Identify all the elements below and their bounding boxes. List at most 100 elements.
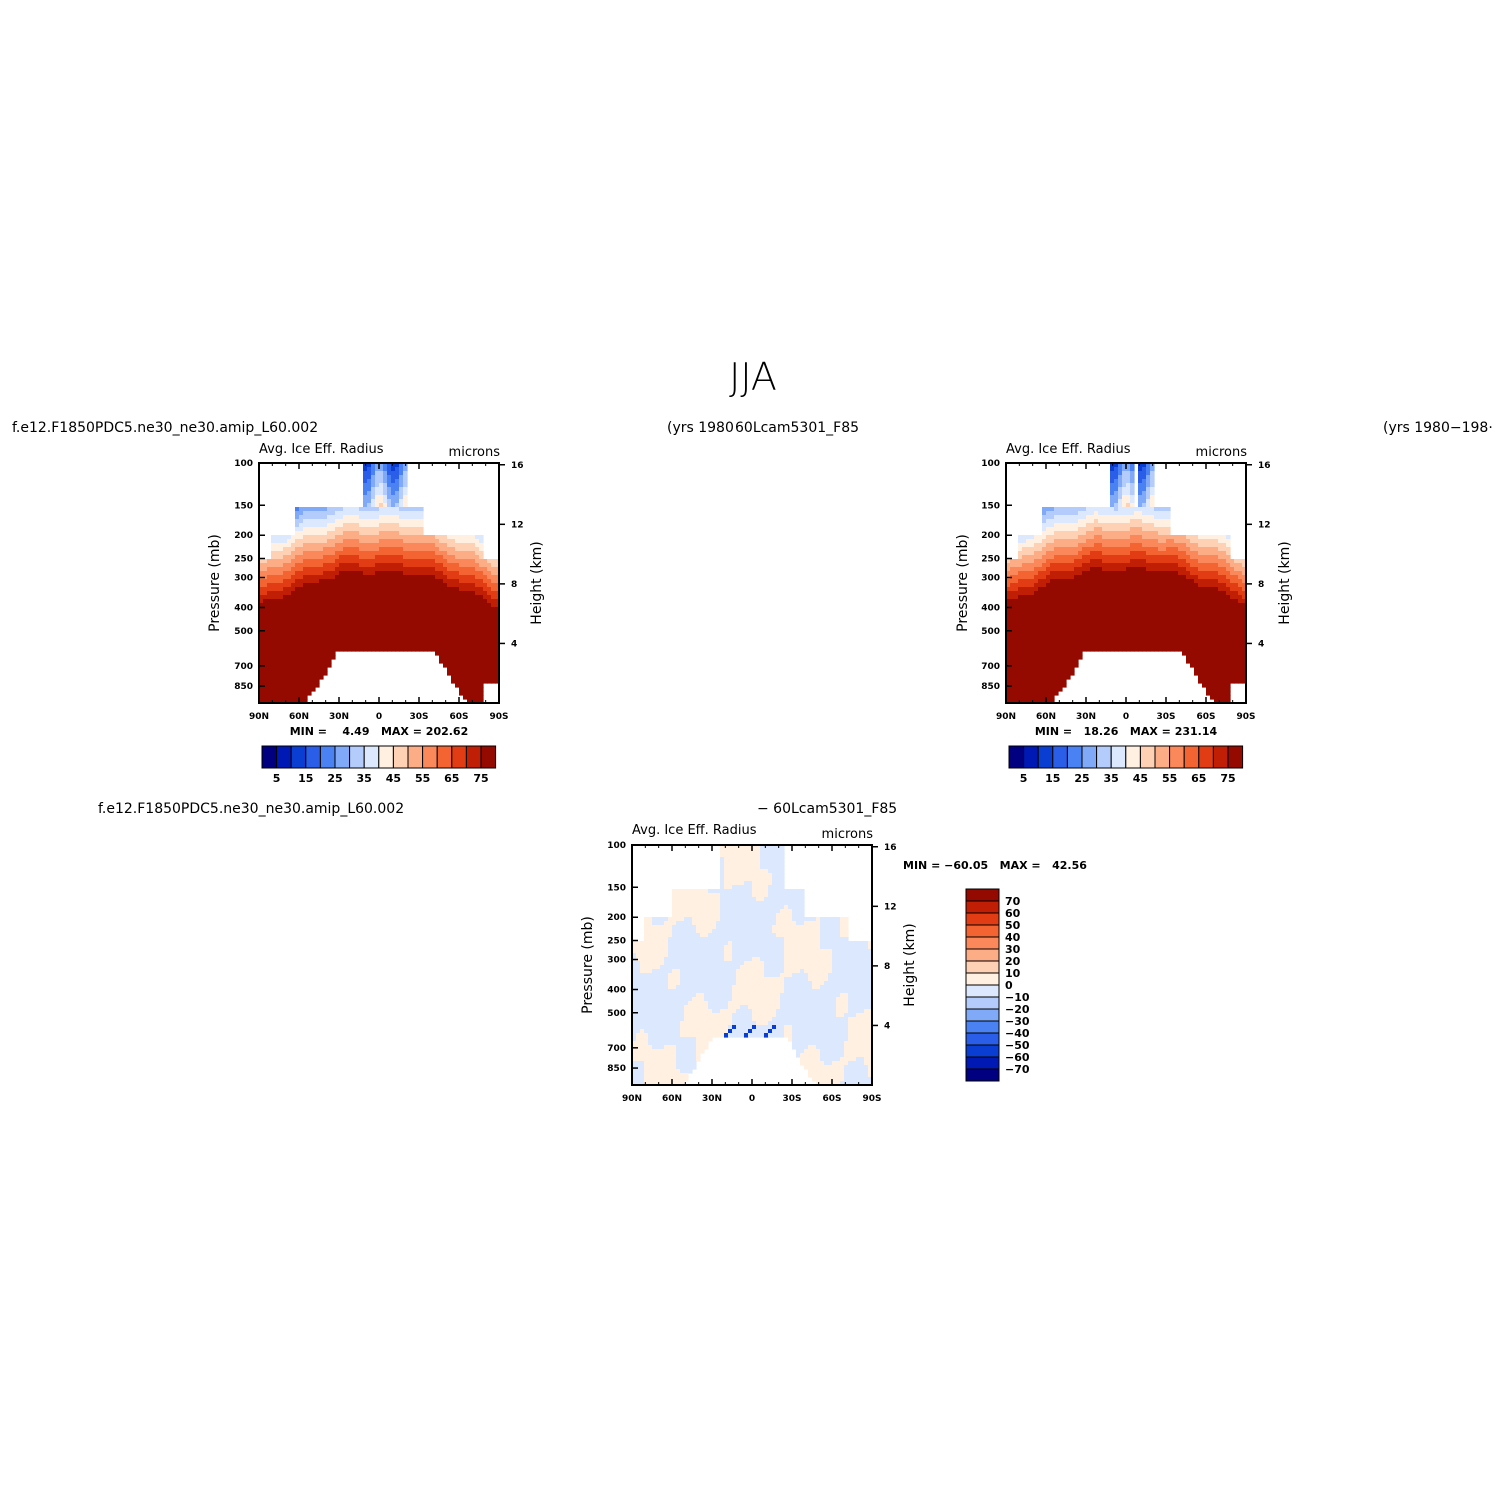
field-cell (387, 527, 392, 532)
field-cell (1162, 635, 1167, 640)
field-cell (267, 599, 272, 604)
field-cell (363, 559, 368, 564)
field-cell (1026, 643, 1031, 648)
field-cell (1106, 591, 1111, 596)
field-cell (1098, 567, 1103, 572)
field-cell (1122, 587, 1127, 592)
field-cell (259, 643, 264, 648)
field-cell (1070, 527, 1075, 532)
field-cell (379, 551, 384, 556)
field-cell (1114, 491, 1119, 496)
field-cell (1038, 587, 1043, 592)
field-cell (1098, 583, 1103, 588)
field-cell (491, 575, 496, 580)
field-cell (1162, 547, 1167, 552)
field-cell (315, 603, 320, 608)
field-cell (1150, 567, 1155, 572)
field-cell (275, 539, 280, 544)
field-cell (363, 479, 368, 484)
field-cell (415, 539, 420, 544)
field-cell (1106, 563, 1111, 568)
field-cell (471, 535, 476, 540)
field-cell (323, 551, 328, 556)
field-cell (1030, 615, 1035, 620)
field-cell (343, 635, 348, 640)
field-cell (407, 527, 412, 532)
field-cell (1210, 603, 1215, 608)
field-cell (1166, 531, 1171, 536)
field-cell (1130, 495, 1135, 500)
field-cell (1078, 599, 1083, 604)
field-cell (479, 575, 484, 580)
field-cell (335, 623, 340, 628)
field-cell (1194, 583, 1199, 588)
field-cell (495, 623, 500, 628)
field-cell (1214, 639, 1219, 644)
field-cell (1094, 595, 1099, 600)
field-cell (311, 635, 316, 640)
field-cell (303, 603, 308, 608)
field-cell (1158, 523, 1163, 528)
field-cell (371, 603, 376, 608)
field-cell (359, 603, 364, 608)
field-cell (387, 467, 392, 472)
field-cell (1066, 567, 1071, 572)
field-cell (1202, 643, 1207, 648)
field-cell (415, 627, 420, 632)
field-cell (419, 527, 424, 532)
field-cell (291, 687, 296, 692)
field-cell (1146, 631, 1151, 636)
field-cell (447, 579, 452, 584)
field-cell (1122, 639, 1127, 644)
field-cell (1014, 675, 1019, 680)
field-cell (1030, 551, 1035, 556)
field-cell (447, 583, 452, 588)
field-cell (1110, 563, 1115, 568)
field-cell (1066, 535, 1071, 540)
field-cell (1102, 619, 1107, 624)
field-cell (271, 695, 276, 700)
field-cell (359, 507, 364, 512)
field-cell (463, 607, 468, 612)
field-cell (1090, 567, 1095, 572)
field-cell (1154, 583, 1159, 588)
field-cell (1102, 515, 1107, 520)
field-cell (1082, 543, 1087, 548)
field-cell (1010, 699, 1015, 704)
field-cell (259, 671, 264, 676)
field-cell (259, 607, 264, 612)
field-cell (1106, 595, 1111, 600)
field-cell (1146, 575, 1151, 580)
field-cell (475, 623, 480, 628)
field-cell (279, 687, 284, 692)
field-cell (479, 539, 484, 544)
field-cell (1086, 539, 1091, 544)
field-cell (275, 643, 280, 648)
field-cell (363, 615, 368, 620)
field-cell (1094, 567, 1099, 572)
field-cell (1226, 555, 1231, 560)
field-cell (479, 679, 484, 684)
field-cell (455, 683, 460, 688)
field-cell (383, 559, 388, 564)
field-cell (1038, 647, 1043, 652)
field-cell (471, 619, 476, 624)
field-cell (351, 579, 356, 584)
field-cell (467, 539, 472, 544)
field-cell (283, 591, 288, 596)
field-cell (407, 623, 412, 628)
field-cell (1010, 659, 1015, 664)
field-cell (1018, 691, 1023, 696)
field-cell (359, 563, 364, 568)
field-cell (1030, 559, 1035, 564)
field-cell (1166, 611, 1171, 616)
field-cell (403, 615, 408, 620)
field-cell (1162, 571, 1167, 576)
field-cell (1178, 571, 1183, 576)
field-cell (1114, 559, 1119, 564)
field-cell (395, 479, 400, 484)
field-cell (387, 523, 392, 528)
field-cell (327, 643, 332, 648)
field-cell (1102, 555, 1107, 560)
field-cell (267, 659, 272, 664)
